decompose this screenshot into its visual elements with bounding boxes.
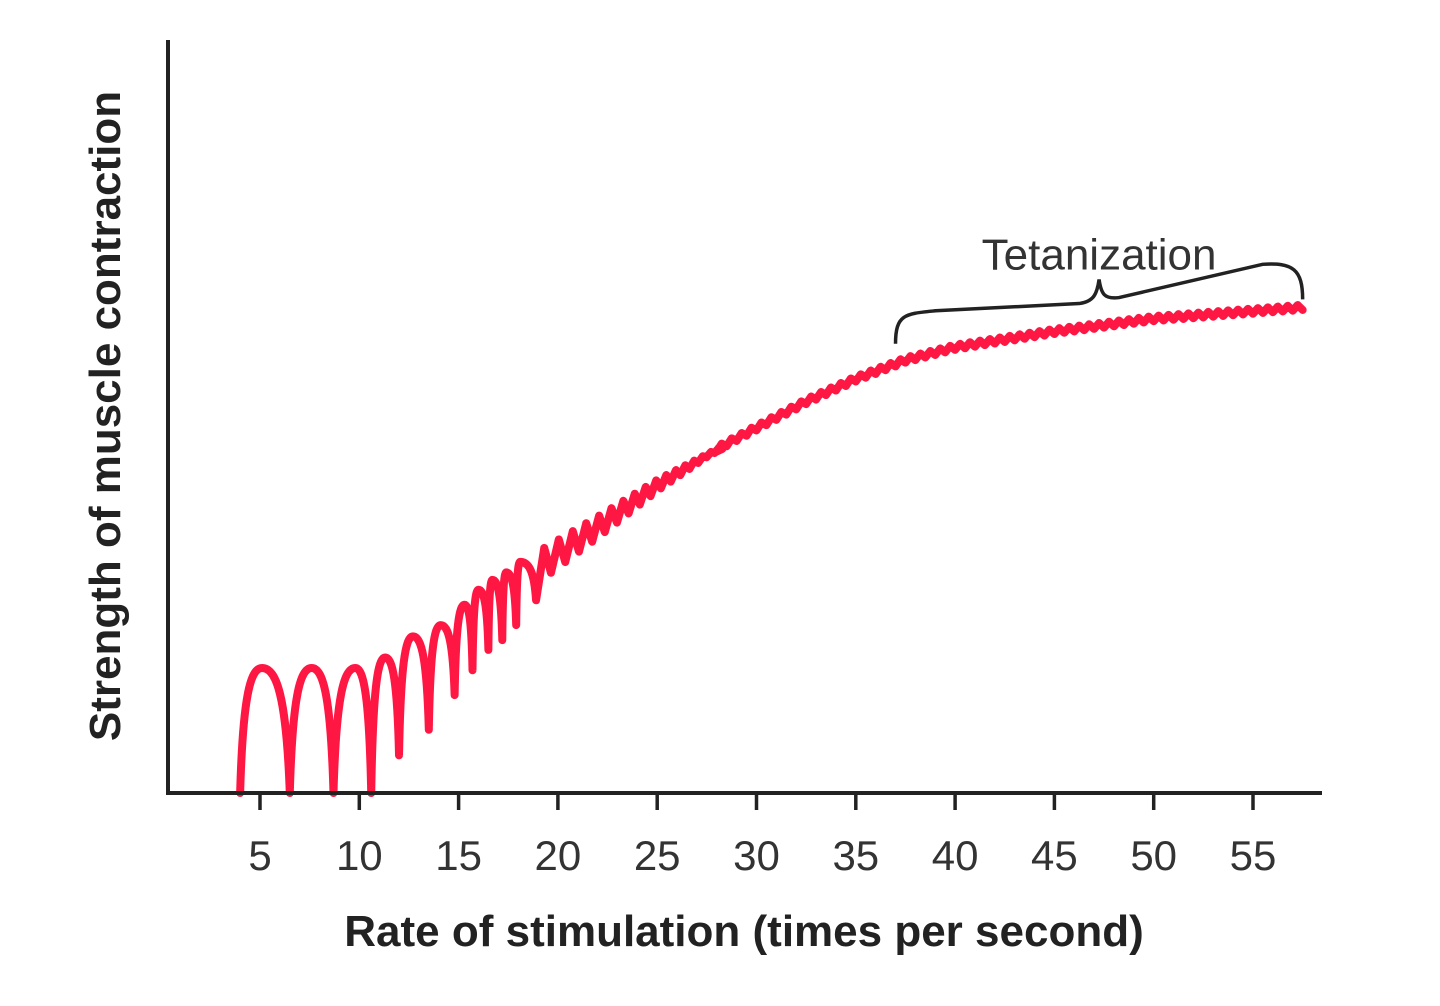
x-tick-label: 10 [336,832,383,879]
x-tick-label: 45 [1031,832,1078,879]
x-tick-label: 15 [435,832,482,879]
x-tick-label: 40 [932,832,979,879]
x-tick-label: 20 [535,832,582,879]
x-tick-label: 35 [832,832,879,879]
x-tick-label: 25 [634,832,681,879]
x-tick-label: 30 [733,832,780,879]
y-axis-title: Strength of muscle contraction [81,91,130,741]
x-ticks: 5 10 15 20 25 30 35 40 45 50 55 [248,793,1276,879]
x-tick-label: 55 [1230,832,1277,879]
muscle-contraction-line [236,301,1307,797]
x-tick-label: 50 [1130,832,1177,879]
tetanization-label: Tetanization [982,231,1217,280]
x-axis-title: Rate of stimulation (times per second) [344,907,1143,956]
tetanization-brace [893,262,1305,344]
x-tick-label: 5 [248,832,271,879]
annotation-layer: Tetanization [893,231,1305,344]
curve-layer [236,301,1307,797]
